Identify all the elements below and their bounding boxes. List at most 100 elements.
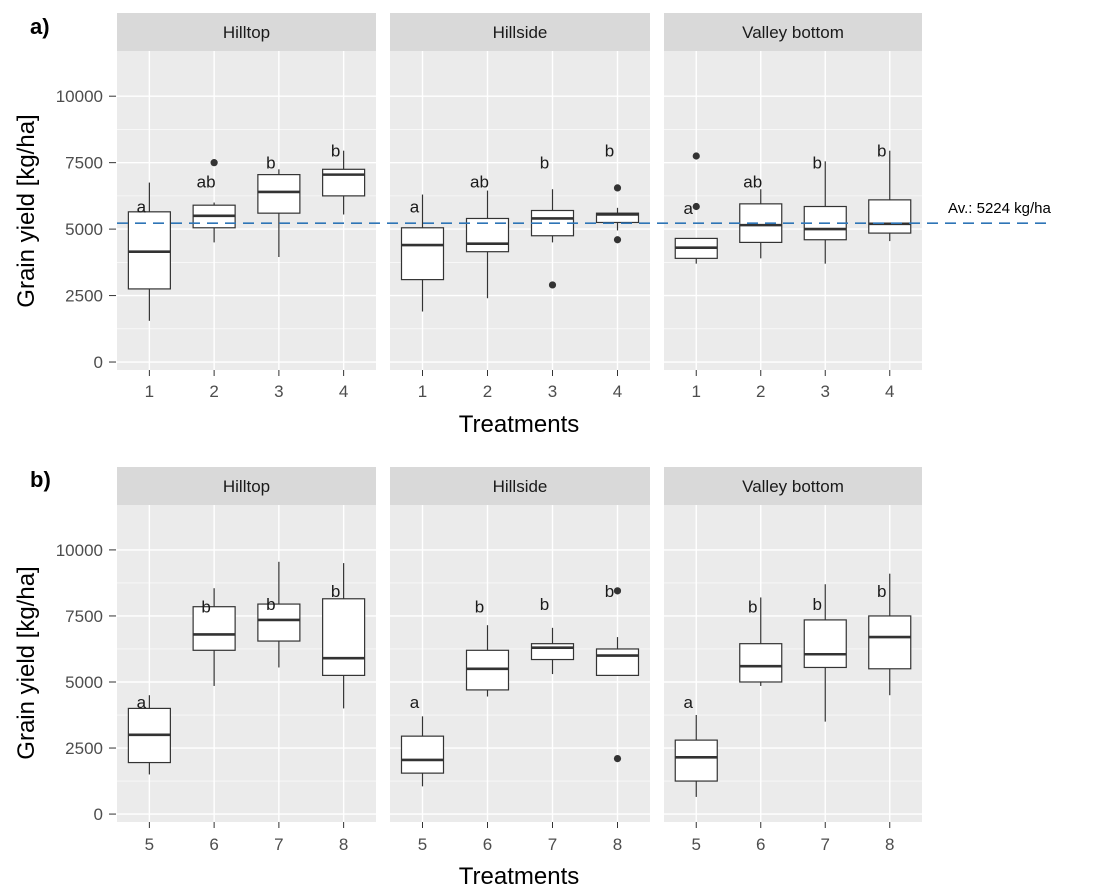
y-tick-label: 0 <box>94 805 103 824</box>
significance-letter: ab <box>470 172 489 191</box>
outlier-point <box>692 152 700 160</box>
y-axis-label: Grain yield [kg/ha] <box>13 114 40 307</box>
y-tick-label: 5000 <box>65 220 103 239</box>
box <box>595 648 640 676</box>
x-tick-label: 2 <box>756 382 765 401</box>
x-tick-label: 8 <box>613 835 622 854</box>
significance-letter: a <box>410 198 420 217</box>
significance-letter: b <box>266 154 275 173</box>
box <box>674 739 718 782</box>
facet-strip-label: Hillside <box>493 23 548 42</box>
facet-strip-label: Hilltop <box>223 23 270 42</box>
x-tick-label: 6 <box>756 835 765 854</box>
x-tick-label: 2 <box>209 382 218 401</box>
y-tick-label: 10000 <box>56 541 103 560</box>
significance-letter: b <box>748 598 757 617</box>
significance-letter: b <box>605 142 614 161</box>
y-tick-label: 10000 <box>56 87 103 106</box>
significance-letter: b <box>540 154 549 173</box>
facet-strip <box>117 13 376 51</box>
x-tick-label: 5 <box>145 835 154 854</box>
outlier-point <box>613 587 622 595</box>
outlier-point <box>548 281 557 289</box>
facet-strip <box>664 13 922 51</box>
y-axis-label: Grain yield [kg/ha] <box>13 566 40 759</box>
y-tick-label: 0 <box>94 353 103 372</box>
box <box>257 603 301 642</box>
box <box>868 615 912 670</box>
x-tick-label: 1 <box>418 382 427 401</box>
box <box>803 619 847 669</box>
outlier-point <box>613 755 622 763</box>
facet-strip <box>664 467 922 505</box>
x-tick-label: 1 <box>692 382 701 401</box>
facet-strip <box>390 13 650 51</box>
box <box>465 649 510 691</box>
y-tick-label: 2500 <box>65 287 103 306</box>
box <box>739 643 783 683</box>
x-tick-label: 7 <box>548 835 557 854</box>
significance-letter: b <box>813 595 822 614</box>
x-tick-label: 3 <box>548 382 557 401</box>
x-tick-label: 5 <box>692 835 701 854</box>
facet-panel <box>390 51 650 370</box>
significance-letter: b <box>331 582 340 601</box>
significance-letter: a <box>684 199 694 218</box>
x-tick-label: 1 <box>145 382 154 401</box>
outlier-point <box>692 202 700 211</box>
x-tick-label: 8 <box>339 835 348 854</box>
x-tick-label: 3 <box>821 382 830 401</box>
box <box>192 606 236 651</box>
facet-strip-label: Hilltop <box>223 477 270 496</box>
significance-letter: b <box>877 582 886 601</box>
significance-letter: b <box>475 598 484 617</box>
outlier-point <box>613 184 622 192</box>
y-tick-label: 5000 <box>65 673 103 692</box>
x-tick-label: 2 <box>483 382 492 401</box>
box <box>322 168 366 197</box>
facet-strip-label: Valley bottom <box>742 23 844 42</box>
y-tick-label: 7500 <box>65 154 103 173</box>
x-tick-label: 4 <box>885 382 894 401</box>
significance-letter: b <box>605 582 614 601</box>
x-axis-label: Treatments <box>459 411 579 438</box>
significance-letter: ab <box>743 172 762 191</box>
significance-letter: b <box>540 595 549 614</box>
significance-letter: b <box>813 154 822 173</box>
box <box>595 212 640 224</box>
box <box>465 217 510 253</box>
significance-letter: a <box>684 693 694 712</box>
significance-letter: b <box>266 595 275 614</box>
significance-letter: b <box>877 142 886 161</box>
x-tick-label: 7 <box>821 835 830 854</box>
box <box>127 211 171 290</box>
facet-strip-label: Valley bottom <box>742 477 844 496</box>
box <box>400 227 445 281</box>
x-tick-label: 5 <box>418 835 427 854</box>
x-tick-label: 4 <box>339 382 348 401</box>
outlier-point <box>613 236 622 244</box>
panel-label: b) <box>30 467 51 492</box>
box <box>868 199 912 234</box>
significance-letter: b <box>331 142 340 161</box>
y-tick-label: 2500 <box>65 739 103 758</box>
panel-label: a) <box>30 14 50 39</box>
significance-letter: a <box>410 693 420 712</box>
x-tick-label: 7 <box>274 835 283 854</box>
box <box>257 174 301 214</box>
x-tick-label: 4 <box>613 382 622 401</box>
facet-strip <box>390 467 650 505</box>
x-tick-label: 6 <box>209 835 218 854</box>
facet-panel <box>117 51 376 370</box>
box <box>322 598 366 676</box>
x-axis-label: Treatments <box>459 863 579 888</box>
y-tick-label: 7500 <box>65 607 103 626</box>
x-tick-label: 6 <box>483 835 492 854</box>
facet-strip-label: Hillside <box>493 477 548 496</box>
significance-letter: b <box>201 598 210 617</box>
significance-letter: ab <box>197 172 216 191</box>
facet-strip <box>117 467 376 505</box>
average-reference-label: Av.: 5224 kg/ha <box>948 200 1052 217</box>
